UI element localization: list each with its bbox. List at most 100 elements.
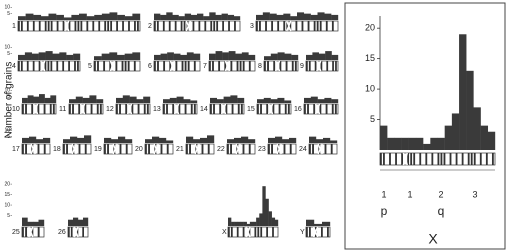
ideogram-band [272, 227, 274, 237]
ideogram-band [72, 144, 75, 154]
ideogram-band [43, 144, 46, 154]
bar [83, 217, 89, 226]
ideogram-band [78, 144, 81, 154]
bar [52, 53, 60, 60]
ideogram-band [455, 153, 458, 165]
bar [331, 54, 339, 60]
ideogram [227, 226, 279, 238]
bar [387, 137, 395, 150]
bar [262, 12, 270, 20]
ideogram-band [166, 144, 169, 154]
centromere [153, 143, 159, 155]
ideogram-band [419, 153, 422, 165]
ideogram-band [86, 21, 89, 31]
bar [303, 13, 311, 20]
ideogram-band [325, 21, 328, 31]
bar [249, 221, 254, 226]
ideogram-band [212, 61, 214, 71]
ideogram-band [47, 21, 50, 31]
ideogram-band [32, 61, 35, 71]
y-tick-label: 20 [365, 23, 375, 33]
ideogram-band [137, 104, 140, 114]
bar [282, 139, 290, 143]
bar [408, 137, 417, 150]
centromere [28, 226, 34, 238]
ideogram-band [230, 227, 233, 237]
ideogram-band [69, 104, 71, 114]
ideogram-band [84, 144, 87, 154]
ideogram-band [62, 61, 65, 71]
centromere [317, 143, 323, 155]
chromosome-label: 10 [12, 106, 20, 113]
bar [237, 97, 245, 103]
chromosome-label: 17 [12, 146, 20, 153]
ideogram-band [121, 61, 124, 71]
bar [240, 221, 244, 226]
ideogram-band [234, 21, 236, 31]
bar [233, 16, 241, 20]
ideogram-band [90, 104, 93, 114]
bar [143, 96, 151, 103]
bar [312, 52, 319, 60]
bar [380, 125, 388, 150]
bar [268, 211, 272, 226]
centromere [267, 103, 274, 115]
ideogram-band [44, 21, 47, 31]
ideogram-band [192, 21, 195, 31]
y-tick-label: 15 [4, 192, 10, 198]
ideogram-band [77, 21, 80, 31]
ideogram-band [324, 144, 327, 154]
centromere [112, 143, 118, 155]
bar [178, 16, 185, 20]
bar [109, 12, 118, 20]
bar [257, 99, 264, 103]
centromere [71, 143, 77, 155]
centromere [30, 143, 36, 155]
bar [29, 136, 37, 143]
ideogram-band [189, 144, 191, 154]
bar [63, 139, 71, 143]
ideogram-band [193, 61, 196, 71]
bar [183, 99, 191, 103]
ideogram-band [213, 21, 216, 31]
chromosome-label: 5 [88, 63, 92, 70]
ideogram-band [295, 21, 298, 31]
bar [473, 107, 481, 150]
ideogram-band [160, 144, 163, 154]
centromere [169, 60, 176, 72]
ideogram-band [62, 21, 65, 31]
ideogram-band [201, 144, 204, 154]
ideogram-band [287, 104, 290, 114]
ideogram-band [491, 153, 494, 165]
ideogram-band [314, 61, 317, 71]
ideogram-band [133, 61, 136, 71]
chromosome-label: 22 [217, 146, 225, 153]
centromere [73, 226, 79, 238]
ideogram-band [20, 21, 23, 31]
y-tick-label: 5 [370, 114, 375, 124]
chromosome-label: 24 [299, 146, 307, 153]
centromere [286, 20, 292, 32]
ideogram-band [198, 21, 201, 31]
bar [270, 53, 278, 60]
bar [27, 221, 34, 226]
ideogram-band [256, 21, 258, 31]
bar [18, 54, 26, 60]
ideogram-band [143, 104, 146, 114]
ideogram-band [124, 61, 127, 71]
bar [38, 219, 45, 226]
bar [190, 14, 198, 20]
ideogram-band [326, 61, 329, 71]
bar [274, 219, 279, 226]
bar [78, 219, 84, 226]
bar [316, 139, 324, 143]
ideogram-band [190, 104, 193, 114]
ideogram-band [307, 21, 310, 31]
ideogram-band [25, 227, 28, 237]
ideogram-band [271, 21, 274, 31]
bar [180, 54, 188, 60]
ideogram-band [266, 104, 269, 114]
bar [324, 13, 332, 20]
ideogram-band [306, 227, 308, 237]
